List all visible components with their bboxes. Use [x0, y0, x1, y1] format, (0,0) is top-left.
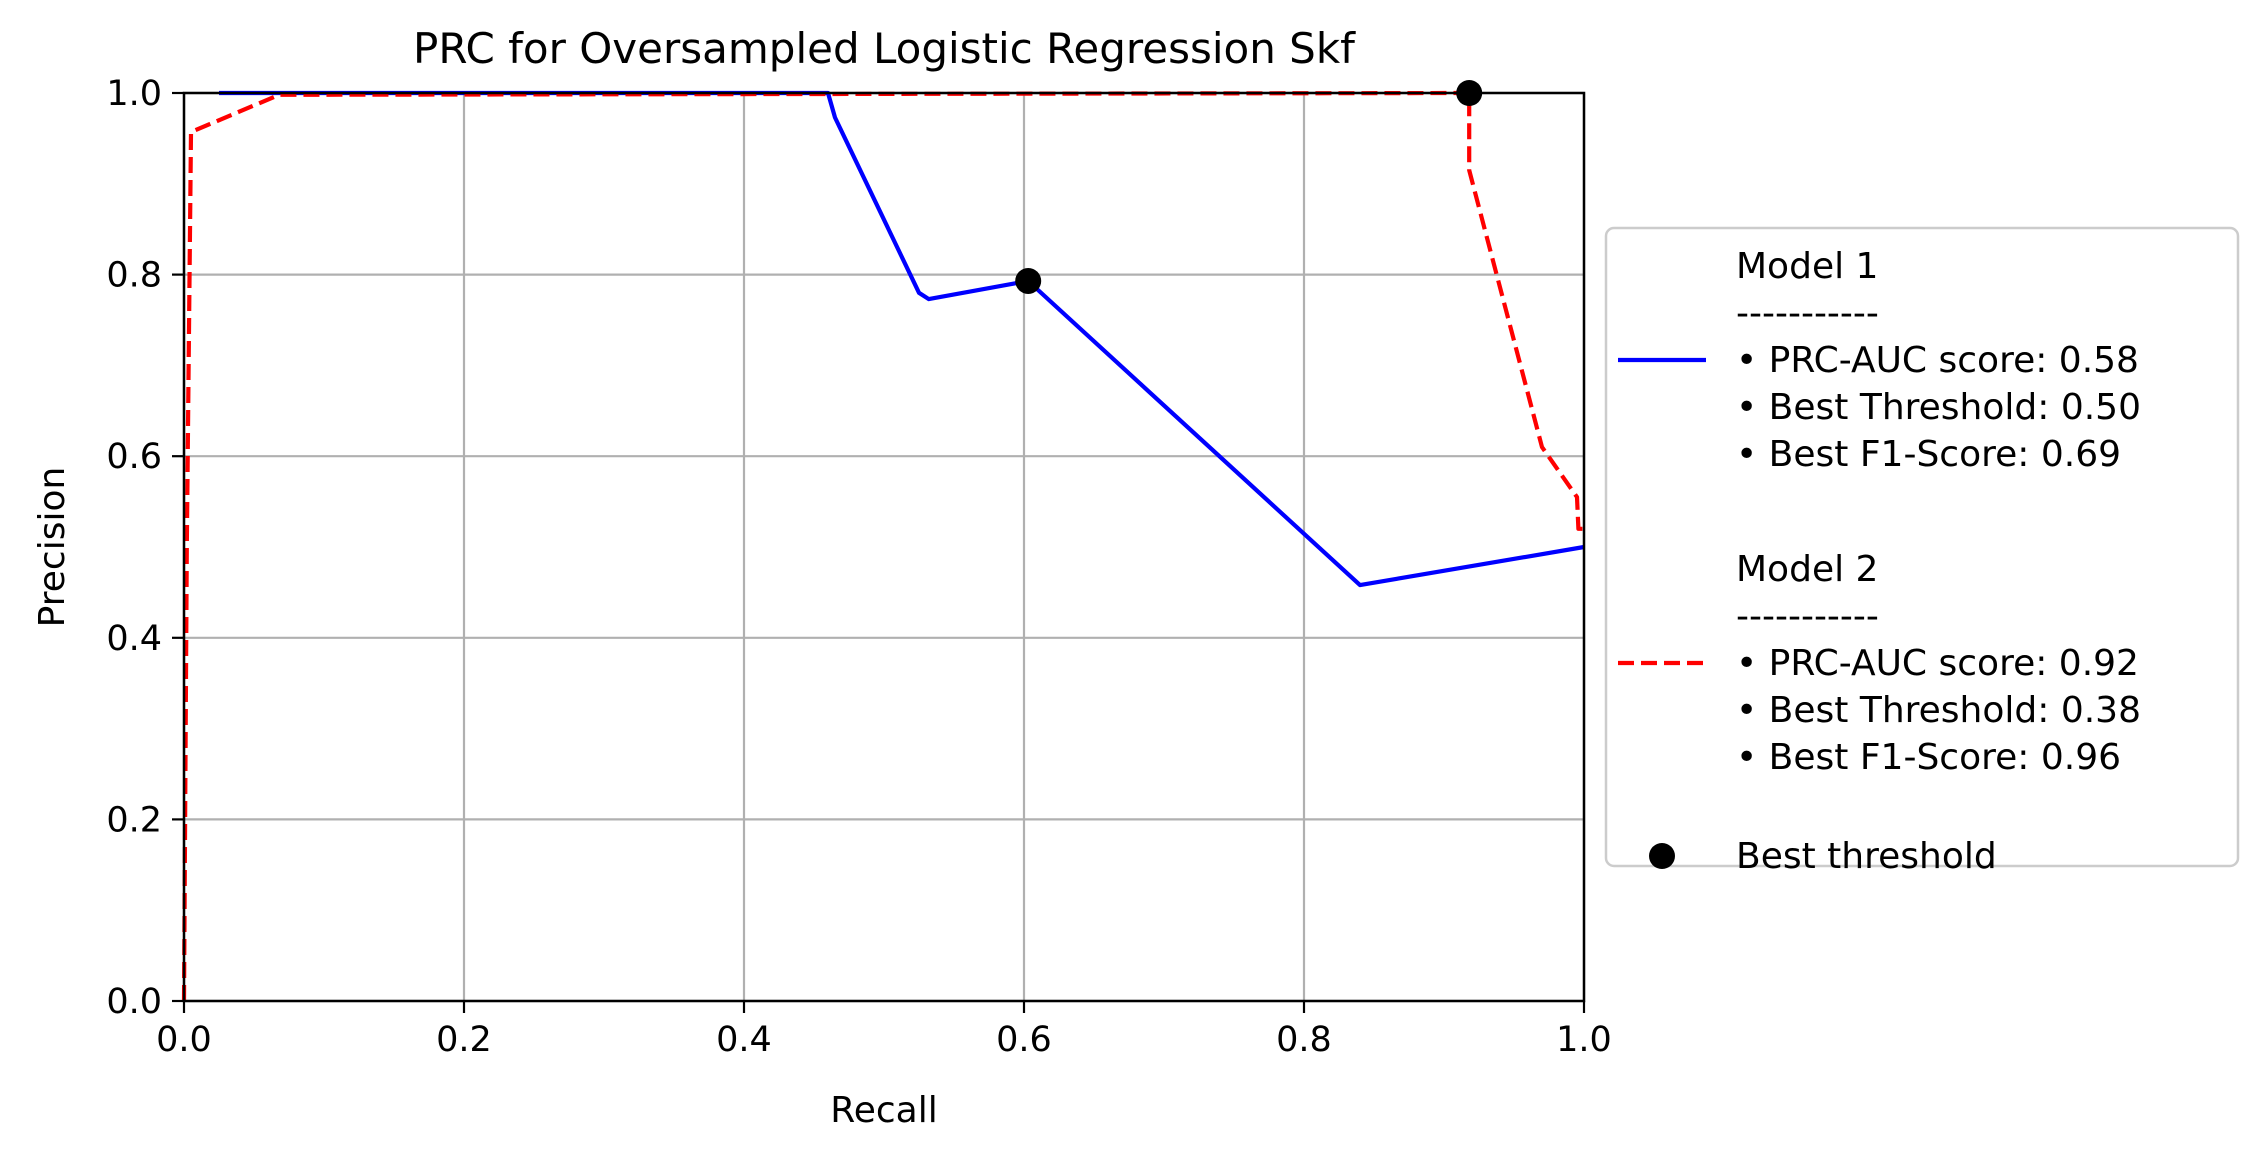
y-tick-label: 0.0	[106, 982, 162, 1022]
y-axis-ticks: 0.0 0.2 0.4 0.6 0.8 1.0	[106, 74, 184, 1022]
chart-title: PRC for Oversampled Logistic Regression …	[413, 24, 1356, 73]
x-tick-label: 1.0	[1556, 1020, 1612, 1060]
y-tick-label: 0.8	[106, 256, 162, 296]
series-line-model-2	[181, 90, 1584, 1002]
x-tick-label: 0.6	[996, 1020, 1052, 1060]
best-threshold-markers	[1015, 80, 1483, 294]
series-layer	[181, 90, 1585, 1002]
y-tick-label: 1.0	[106, 74, 162, 114]
legend-entry-model-2-line: Model 2	[1736, 549, 1878, 590]
legend-entry-model-1-line: • Best Threshold: 0.50	[1736, 387, 2141, 428]
legend-entry-best-threshold: Best threshold	[1736, 836, 1997, 877]
y-tick-label: 0.4	[106, 619, 162, 659]
legend-entry-model-1-line: Model 1	[1736, 246, 1878, 287]
best-threshold-point-model-1	[1015, 267, 1042, 294]
legend-entry-model-2-line: • Best F1-Score: 0.96	[1736, 737, 2121, 778]
legend-entry-model-1-line: • Best F1-Score: 0.69	[1736, 434, 2121, 475]
grid-lines	[182, 91, 1586, 1003]
x-tick-label: 0.8	[1276, 1020, 1332, 1060]
series-line-model-1	[219, 90, 1585, 588]
y-tick-label: 0.2	[106, 800, 162, 840]
legend-entry-model-1-line: -----------	[1736, 293, 1879, 334]
legend-entry-model-2-line: -----------	[1736, 596, 1879, 637]
legend-entry-model-1-line: • PRC-AUC score: 0.58	[1736, 340, 2139, 381]
y-tick-label: 0.6	[106, 437, 162, 477]
x-axis-ticks: 0.0 0.2 0.4 0.6 0.8 1.0	[156, 1001, 1612, 1060]
y-axis-label: Precision	[32, 467, 73, 628]
legend-entry-model-2-line: • Best Threshold: 0.38	[1736, 690, 2141, 731]
legend: Model 1 ----------- • PRC-AUC score: 0.58…	[1604, 226, 2240, 877]
legend-entry-model-2-line: • PRC-AUC score: 0.92	[1736, 643, 2139, 684]
x-axis-label: Recall	[830, 1090, 937, 1131]
legend-box	[1604, 226, 2240, 868]
legend-handle-best-threshold	[1649, 843, 1675, 869]
x-tick-label: 0.2	[436, 1020, 492, 1060]
x-tick-label: 0.4	[716, 1020, 772, 1060]
x-tick-label: 0.0	[156, 1020, 212, 1060]
plot-frame	[182, 91, 1586, 1003]
